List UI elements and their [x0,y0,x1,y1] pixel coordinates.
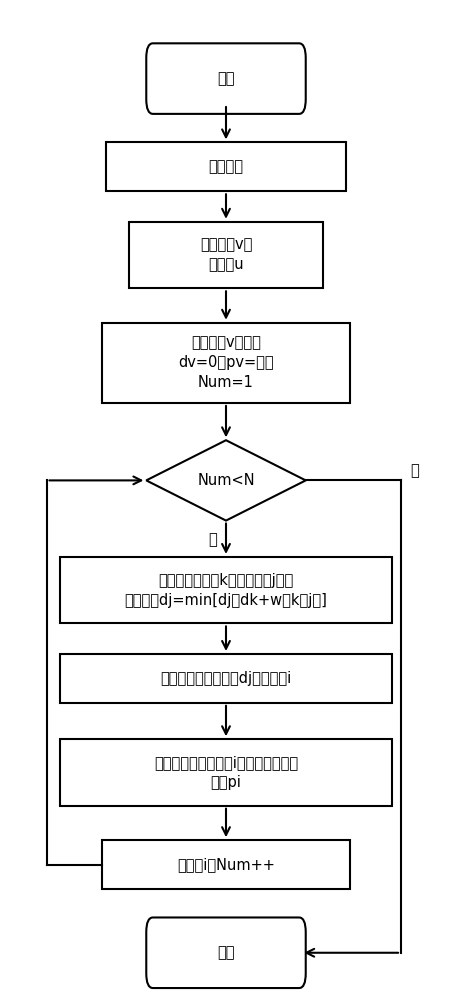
Text: 检验所有标记点k到未标记点j的距
离，并取dj=min[dj，dk+w（k，j）]: 检验所有标记点k到未标记点j的距 离，并取dj=min[dj，dk+w（k，j）… [124,573,327,608]
Text: 否: 否 [409,463,418,478]
Bar [102,323,349,403]
Bar [60,557,391,623]
Text: Num<N: Num<N [197,473,254,488]
Bar [60,654,391,703]
Text: 开始: 开始 [217,945,234,960]
Bar [106,142,345,191]
Text: 从标记的点中查找与i直接相连的点，
记为pi: 从标记的点中查找与i直接相连的点， 记为pi [154,755,297,790]
FancyBboxPatch shape [146,43,305,114]
Text: 设置源点v和
目的点u: 设置源点v和 目的点u [199,238,252,272]
Text: 从未标记的点中选取dj最小的点i: 从未标记的点中选取dj最小的点i [160,671,291,686]
Bar [60,739,391,806]
Text: 开始: 开始 [217,71,234,86]
Bar [128,222,323,288]
Text: 读取数据: 读取数据 [208,159,243,174]
Text: 标记点i，Num++: 标记点i，Num++ [177,857,274,872]
FancyBboxPatch shape [146,917,305,988]
Polygon shape [146,440,305,521]
Bar [102,840,349,889]
Text: 标记源点v，设置
dv=0，pv=空，
Num=1: 标记源点v，设置 dv=0，pv=空， Num=1 [178,336,273,390]
Text: 是: 是 [208,532,216,547]
